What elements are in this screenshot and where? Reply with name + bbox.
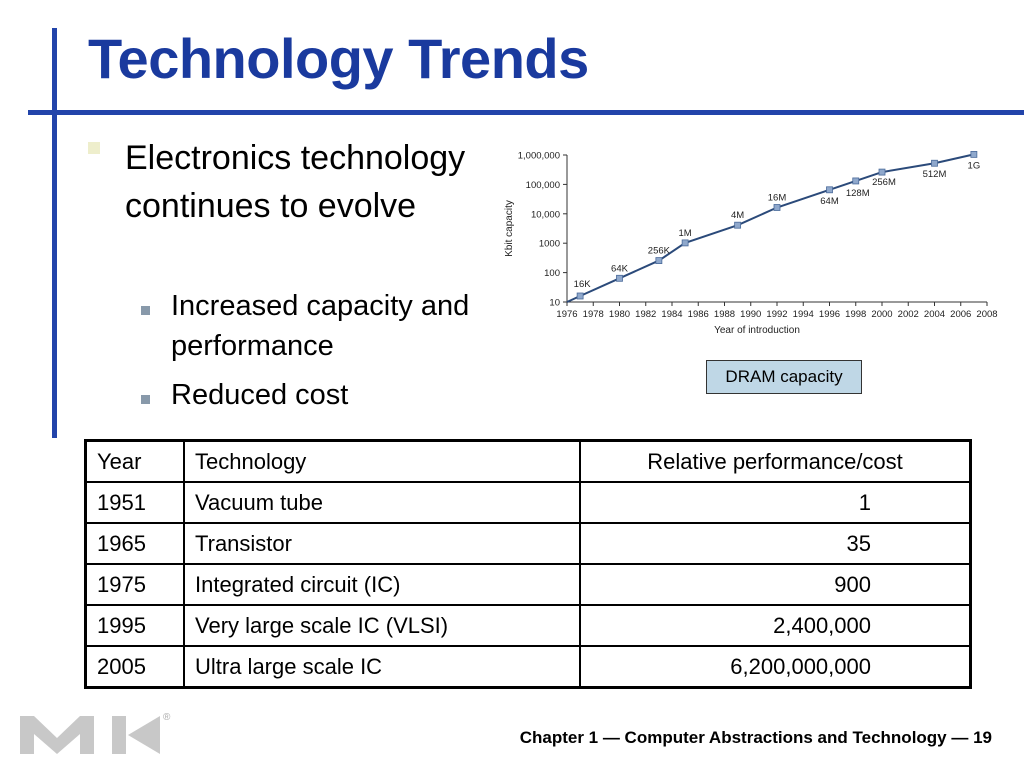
- sub-bullet-cost: Reduced cost: [171, 379, 349, 411]
- sub-bullet-square-icon: [141, 395, 150, 404]
- table-header-row: Year Technology Relative performance/cos…: [84, 439, 972, 483]
- svg-text:®: ®: [163, 712, 171, 723]
- x-tick-label: 1982: [635, 309, 656, 320]
- x-tick-label: 2000: [871, 309, 892, 320]
- data-point: [773, 204, 781, 211]
- data-point: [576, 292, 584, 300]
- cell-year: 1995: [84, 604, 185, 647]
- data-label: 1G: [968, 160, 981, 171]
- cell-technology: Transistor: [183, 522, 581, 565]
- cell-technology: Vacuum tube: [183, 481, 581, 524]
- x-tick-label: 1984: [661, 309, 682, 320]
- table-row: 2005 Ultra large scale IC 6,200,000,000: [84, 645, 972, 689]
- y-tick-label: 10: [549, 298, 560, 309]
- x-tick-label: 1996: [819, 309, 840, 320]
- data-label: 16K: [574, 279, 592, 290]
- x-tick-label: 2002: [898, 309, 919, 320]
- data-point: [826, 186, 833, 194]
- x-tick-label: 2006: [950, 309, 971, 320]
- data-label: 256M: [872, 177, 896, 188]
- x-tick-label: 1986: [688, 309, 709, 320]
- x-tick-label: 1978: [583, 309, 604, 320]
- accent-horizontal-bar: [28, 110, 1024, 115]
- x-tick-label: 2004: [924, 309, 945, 320]
- cell-technology: Integrated circuit (IC): [183, 563, 581, 606]
- x-tick-label: 1980: [609, 309, 630, 320]
- x-axis-label: Year of introduction: [714, 325, 800, 336]
- cell-value: 900: [579, 563, 972, 606]
- sub-bullet-capacity: Increased capacity and performance: [171, 290, 470, 362]
- x-tick-label: 1998: [845, 309, 866, 320]
- mk-logo: ®: [20, 712, 171, 754]
- cell-value: 2,400,000: [579, 604, 972, 647]
- table-row: 1995 Very large scale IC (VLSI) 2,400,00…: [84, 604, 972, 647]
- x-tick-label: 1992: [766, 309, 787, 320]
- footer-text: Chapter 1 — Computer Abstractions and Te…: [519, 728, 992, 747]
- x-tick-label: 1988: [714, 309, 735, 320]
- dram-capacity-label: DRAM capacity: [706, 360, 862, 394]
- sub-bullet-square-icon: [141, 306, 150, 315]
- data-point: [970, 150, 978, 158]
- data-point: [681, 239, 689, 247]
- data-point: [655, 257, 663, 264]
- dram-capacity-line: [566, 153, 975, 303]
- table-row: 1965 Transistor 35: [84, 522, 972, 565]
- data-label: 64M: [820, 196, 839, 207]
- data-point: [931, 159, 938, 167]
- data-point: [878, 168, 886, 176]
- data-point: [734, 221, 742, 229]
- bullet-square-icon: [88, 142, 100, 154]
- data-label: 256K: [648, 246, 671, 257]
- cell-value: 35: [579, 522, 972, 565]
- y-tick-label: 10,000: [531, 209, 560, 220]
- data-label: 512M: [923, 169, 947, 180]
- data-point: [616, 274, 623, 282]
- table-row: 1951 Vacuum tube 1: [84, 481, 972, 524]
- chart-svg: 10 100 1000 10,000 100,000 1,000,000 1976 1978 1…: [504, 150, 998, 337]
- x-tick-label: 1976: [556, 309, 577, 320]
- header-year: Year: [84, 439, 185, 483]
- cell-technology: Very large scale IC (VLSI): [183, 604, 581, 647]
- data-label: 1M: [679, 228, 692, 239]
- data-point: [852, 177, 860, 185]
- y-tick-label: 100: [544, 268, 560, 279]
- table-row: 1975 Integrated circuit (IC) 900: [84, 563, 972, 606]
- technology-table: Year Technology Relative performance/cos…: [84, 439, 972, 689]
- cell-year: 1951: [84, 481, 185, 524]
- data-label: 64K: [611, 263, 629, 274]
- cell-year: 1965: [84, 522, 185, 565]
- header-technology: Technology: [183, 439, 581, 483]
- cell-year: 2005: [84, 645, 185, 689]
- cell-year: 1975: [84, 563, 185, 606]
- y-tick-label: 100,000: [526, 180, 560, 191]
- x-tick-label: 1990: [740, 309, 761, 320]
- cell-technology: Ultra large scale IC: [183, 645, 581, 689]
- dram-capacity-chart: 10 100 1000 10,000 100,000 1,000,000 1976 1978 1…: [500, 142, 1000, 342]
- data-label: 16M: [768, 192, 787, 203]
- data-label: 4M: [731, 210, 744, 221]
- cell-value: 1: [579, 481, 972, 524]
- data-label: 128M: [846, 188, 870, 199]
- main-bullet-text: Electronics technology continues to evol…: [125, 139, 466, 225]
- header-relative-performance: Relative performance/cost: [579, 439, 972, 483]
- y-axis-label: Kbit capacity: [504, 200, 515, 257]
- y-tick-label: 1000: [539, 239, 560, 250]
- y-tick-label: 1,000,000: [518, 151, 560, 162]
- slide-title: Technology Trends: [88, 27, 589, 90]
- x-tick-label: 1994: [793, 309, 814, 320]
- accent-vertical-bar: [52, 28, 57, 438]
- x-tick-label: 2008: [976, 309, 997, 320]
- cell-value: 6,200,000,000: [579, 645, 972, 689]
